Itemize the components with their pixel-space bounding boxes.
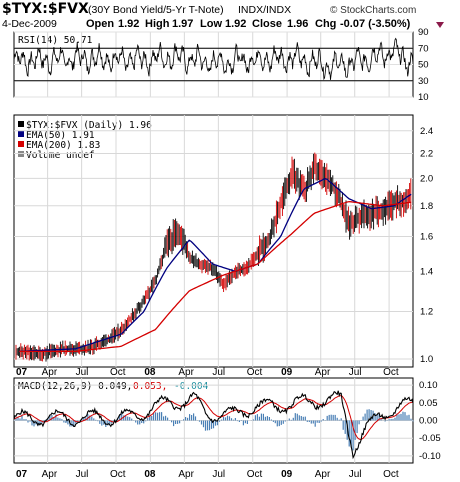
macd-label-hist: -0.004 [174, 381, 209, 392]
x-tick-label: Apr [42, 469, 58, 480]
legend-volume: Volume undef [26, 150, 95, 161]
legend-ema50: EMA(50) 1.91 [26, 130, 95, 141]
price-tick-label: 1.2 [420, 307, 433, 318]
open-label: Open [86, 18, 114, 30]
macd-label-main: MACD(12,26,9) 0.049, [18, 381, 132, 392]
legend-swatch-ema200 [18, 141, 24, 147]
exchange-label: INDX/INDX [238, 4, 291, 16]
x-tick-label: Apr [178, 469, 194, 480]
x-tick-label: 08 [144, 367, 156, 378]
low-label: Low [200, 18, 222, 30]
rsi-label: RSI(14) 50.71 [18, 35, 93, 46]
ema50-line [19, 178, 412, 353]
rsi-tick-label: 10 [418, 92, 429, 103]
x-tick-label: 07 [16, 367, 28, 378]
series-layer [13, 37, 414, 460]
legend-price: $TYX:$FVX (Daily) 1.96 [26, 120, 152, 131]
quote-date: 4-Dec-2009 [2, 18, 57, 30]
x-tick-label: Apr [315, 469, 331, 480]
tick-layer: 07 Apr Jul Oct 08 Apr Jul Oct 09 Apr Jul Oct 07 Apr Ju… [16, 27, 441, 480]
x-tick-label: Oct [383, 469, 399, 480]
symbol-title: $TYX:$FVX [2, 1, 89, 17]
macd-tick-label: 0.00 [419, 416, 438, 427]
price-tick-label: 1.8 [420, 201, 433, 212]
macd-tick-label: -0.05 [419, 433, 441, 444]
chg-label: Chg [315, 18, 336, 30]
x-tick-label: Oct [247, 367, 263, 378]
price-tick-label: 1.4 [420, 266, 433, 277]
credit-text: © StockCharts.com [330, 5, 416, 16]
price-tick-label: 2.0 [420, 173, 433, 184]
rsi-tick-label: 70 [418, 43, 429, 54]
macd-tick-label: -0.10 [419, 451, 441, 462]
macd-tick-label: 0.05 [419, 398, 438, 409]
price-tick-label: 2.2 [420, 148, 433, 159]
price-legend: $TYX:$FVX (Daily) 1.96 EMA(50) 1.91 EMA(… [18, 120, 152, 161]
rsi-tick-label: 90 [418, 27, 429, 38]
ema200-line [19, 200, 412, 353]
symbol-description: (30Y Bond Yield/5-Yr T-Note) [88, 4, 224, 16]
x-tick-label: 09 [281, 367, 293, 378]
x-tick-label: Oct [110, 367, 126, 378]
x-tick-label: Oct [383, 367, 399, 378]
x-tick-label: Jul [212, 367, 225, 378]
x-tick-label: 09 [281, 469, 293, 480]
x-tick-label: Jul [76, 469, 89, 480]
x-tick-label: Jul [212, 469, 225, 480]
price-panel [13, 114, 414, 368]
x-tick-label: Jul [349, 367, 362, 378]
price-tick-label: 1.6 [420, 232, 433, 243]
rsi-tick-label: 50 [418, 60, 429, 71]
rsi-line [13, 37, 414, 81]
price-frame [13, 114, 414, 368]
price-tick-label: 2.4 [420, 126, 433, 137]
macd-tick-label: 0.10 [419, 380, 438, 391]
chg-value: -0.07 (-3.50%) [340, 18, 411, 30]
down-arrow-icon [436, 22, 444, 28]
high-label: High [145, 18, 170, 30]
x-tick-label: Apr [315, 367, 331, 378]
x-tick-label: Jul [76, 367, 89, 378]
x-tick-label: Jul [349, 469, 362, 480]
open-value: 1.92 [118, 18, 139, 30]
x-tick-label: Oct [247, 469, 263, 480]
x-tick-label: Apr [178, 367, 194, 378]
low-value: 1.92 [225, 18, 246, 30]
legend-swatch-price [18, 121, 24, 127]
x-tick-label: 07 [16, 469, 28, 480]
high-value: 1.97 [172, 18, 193, 30]
macd-line [13, 390, 414, 460]
x-tick-label: Oct [110, 469, 126, 480]
close-label: Close [252, 18, 282, 30]
rsi-tick-label: 30 [418, 76, 429, 87]
legend-ema200: EMA(200) 1.83 [26, 140, 100, 151]
legend-swatch-volume [18, 151, 24, 157]
x-tick-label: 08 [144, 469, 156, 480]
price-tick-label: 1.0 [420, 354, 433, 365]
close-value: 1.96 [287, 18, 308, 30]
legend-swatch-ema50 [18, 131, 24, 137]
x-tick-label: Apr [42, 367, 58, 378]
